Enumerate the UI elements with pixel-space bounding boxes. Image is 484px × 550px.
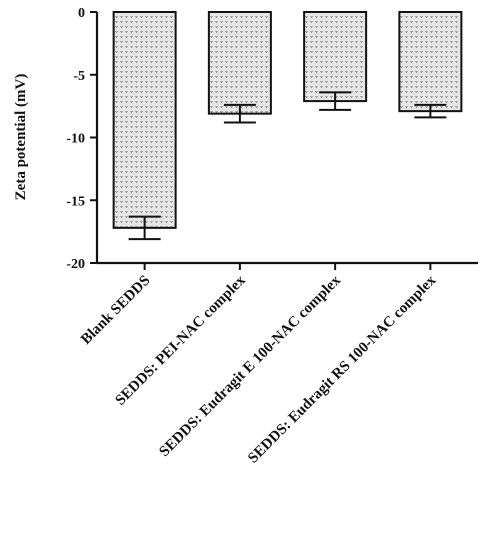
x-tick-label: SEDDS: Eudragit E 100-NAC complex — [156, 272, 344, 460]
y-axis-title: Zeta potential (mV) — [13, 74, 29, 201]
y-tick-label: -15 — [66, 194, 85, 209]
x-tick-label: Blank SEDDS — [78, 273, 153, 348]
bar — [398, 11, 463, 113]
bar — [207, 11, 272, 115]
bar — [303, 11, 368, 103]
y-tick-label: -5 — [73, 69, 85, 84]
y-tick-label: -20 — [66, 257, 85, 272]
y-tick-label: -10 — [66, 132, 85, 147]
x-tick-label: SEDDS: Eudragit RS 100-NAC complex — [245, 272, 439, 466]
y-tick-label: 0 — [78, 6, 85, 21]
bar — [112, 11, 177, 229]
